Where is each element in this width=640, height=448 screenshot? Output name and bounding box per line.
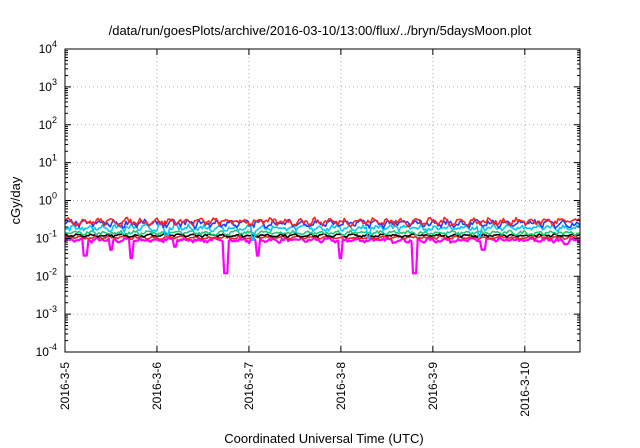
x-tick-labels: 2016-3-5 2016-3-6 2016-3-7 2016-3-8 2016-3-9…: [58, 362, 532, 417]
plot-frame: [64, 48, 581, 353]
x-tick-label: 2016-3-5: [58, 362, 72, 410]
x-tick-label: 2016-3-8: [334, 362, 348, 410]
grid: [65, 49, 580, 352]
x-tick-label: 2016-3-7: [242, 362, 256, 410]
y-tick-label: 10-1: [36, 228, 57, 245]
x-tick-label: 2016-3-9: [426, 362, 440, 410]
y-tick-label: 104: [39, 39, 57, 56]
y-tick-label: 10-4: [36, 342, 57, 359]
y-tick-label: 10-3: [36, 304, 57, 321]
y-tick-label: 100: [39, 191, 57, 208]
y-tick-label: 103: [39, 77, 57, 94]
series-layer: [63, 216, 581, 275]
data-series-line: [64, 229, 581, 237]
y-axis-title: cGy/day: [8, 176, 23, 224]
chart-title: /data/run/goesPlots/archive/2016-03-10/1…: [109, 23, 532, 38]
data-series-line: [64, 235, 581, 241]
x-axis-title: Coordinated Universal Time (UTC): [224, 431, 423, 446]
data-series-line: [64, 232, 581, 239]
data-series-line: [63, 236, 581, 275]
x-tick-label: 2016-3-10: [518, 362, 532, 417]
ticks: [64, 48, 580, 353]
y-tick-label: 102: [39, 115, 57, 132]
y-tick-label: 10-2: [36, 266, 57, 283]
y-tick-label: 101: [39, 153, 57, 170]
data-series-line: [64, 216, 581, 228]
x-tick-label: 2016-3-6: [150, 362, 164, 410]
y-tick-labels: 10-4 10-3 10-2 10-1 100 101 102 103 104: [36, 39, 57, 359]
